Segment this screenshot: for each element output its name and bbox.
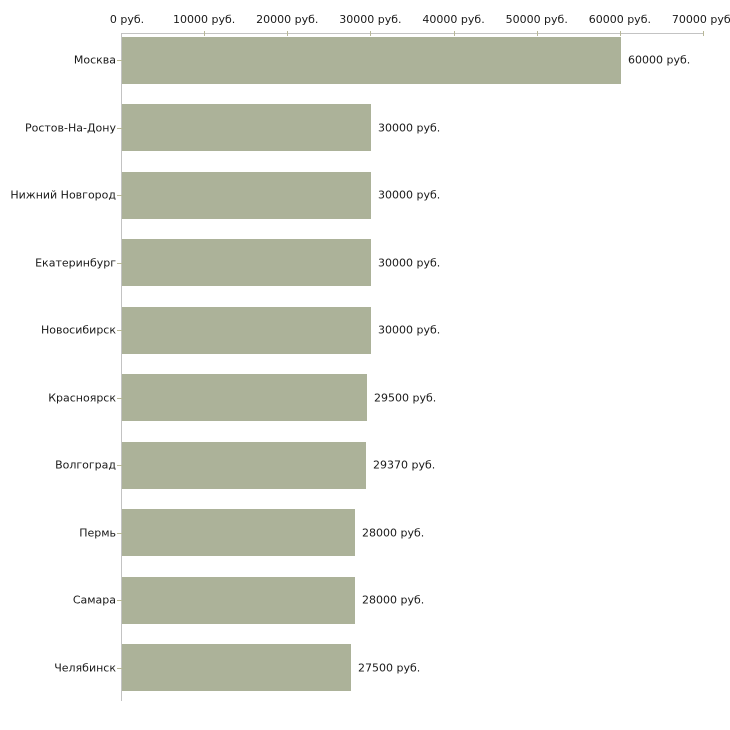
bar <box>122 374 367 421</box>
value-label: 28000 руб. <box>362 593 425 607</box>
category-tick-mark <box>117 397 122 399</box>
category-tick-mark <box>117 262 122 264</box>
category-tick-mark <box>117 330 122 331</box>
x-axis-tick-label: 70000 руб. <box>671 13 730 26</box>
x-axis-tick-label: 0 руб. <box>109 13 145 26</box>
category-label: Екатеринбург <box>35 256 116 269</box>
category-label: Самара <box>72 593 116 607</box>
bar <box>122 644 351 691</box>
category-label: Челябинск <box>54 661 116 674</box>
bar <box>122 441 366 489</box>
category-label: Волгоград <box>55 458 116 472</box>
value-label: 30000 руб. <box>378 121 441 134</box>
x-axis-tick-mark <box>370 31 372 36</box>
value-label: 27500 руб. <box>358 661 421 674</box>
bar <box>122 104 371 151</box>
x-axis-tick-label: 20000 руб. <box>256 13 319 26</box>
category-label: Красноярск <box>48 391 116 404</box>
category-tick-mark <box>117 195 122 196</box>
y-axis-line <box>121 33 122 701</box>
category-tick-mark <box>117 127 122 129</box>
bar <box>122 239 371 286</box>
category-tick-mark <box>117 600 122 601</box>
x-axis-tick-label: 10000 руб. <box>173 13 236 26</box>
bar <box>122 36 621 84</box>
bar <box>122 509 355 556</box>
value-label: 29500 руб. <box>374 391 437 404</box>
category-label: Ростов-На-Дону <box>24 121 116 134</box>
x-axis-tick-mark <box>536 31 538 36</box>
bar <box>122 576 355 624</box>
x-axis-tick-mark <box>703 31 704 36</box>
value-label: 30000 руб. <box>378 188 441 202</box>
x-axis-tick-mark <box>287 31 289 36</box>
x-axis-tick-mark <box>619 31 621 36</box>
category-tick-mark <box>117 465 122 466</box>
value-label: 30000 руб. <box>378 323 441 337</box>
x-axis-tick-label: 50000 руб. <box>505 13 568 26</box>
value-label: 60000 руб. <box>628 53 691 67</box>
category-tick-mark <box>117 667 122 669</box>
x-axis-tick-label: 60000 руб. <box>588 13 651 26</box>
category-label: Нижний Новгород <box>10 188 116 202</box>
x-axis-line <box>121 33 703 34</box>
x-axis-tick-mark <box>204 31 206 36</box>
category-label: Новосибирск <box>40 323 116 337</box>
category-label: Москва <box>73 53 116 67</box>
x-axis-tick-mark <box>453 31 455 36</box>
category-label: Пермь <box>79 526 116 539</box>
bar <box>122 171 371 219</box>
category-tick-mark <box>117 532 122 534</box>
bar <box>122 306 371 354</box>
x-axis-tick-label: 30000 руб. <box>339 13 402 26</box>
value-label: 30000 руб. <box>378 256 441 269</box>
value-label: 29370 руб. <box>373 458 436 472</box>
value-label: 28000 руб. <box>362 526 425 539</box>
x-axis-tick-label: 40000 руб. <box>422 13 485 26</box>
category-tick-mark <box>117 60 122 61</box>
